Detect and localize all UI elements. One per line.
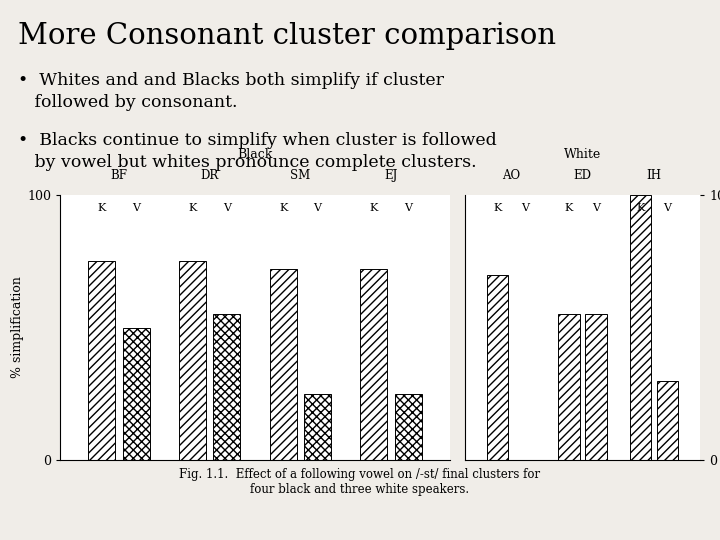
- Text: % simplification: % simplification: [12, 276, 24, 379]
- Text: K: K: [494, 203, 502, 213]
- Text: V: V: [521, 203, 528, 213]
- Text: •  Whites and and Blacks both simplify if cluster
   followed by consonant.: • Whites and and Blacks both simplify if…: [18, 72, 444, 111]
- Text: K: K: [564, 203, 573, 213]
- Text: K: K: [279, 203, 287, 213]
- Text: IH: IH: [647, 168, 661, 182]
- Bar: [558, 314, 580, 460]
- Text: V: V: [314, 203, 322, 213]
- Text: BF: BF: [110, 168, 127, 182]
- Bar: [487, 274, 508, 460]
- Text: V: V: [592, 203, 600, 213]
- Text: Black: Black: [238, 147, 273, 160]
- Bar: [585, 314, 607, 460]
- Bar: [304, 394, 331, 460]
- Text: V: V: [404, 203, 413, 213]
- Text: K: K: [97, 203, 106, 213]
- Text: ED: ED: [574, 168, 592, 182]
- Bar: [88, 261, 115, 460]
- Bar: [269, 269, 297, 460]
- Text: V: V: [663, 203, 671, 213]
- Text: K: K: [369, 203, 378, 213]
- Text: V: V: [132, 203, 140, 213]
- Text: •  Blacks continue to simplify when cluster is followed
   by vowel but whites p: • Blacks continue to simplify when clust…: [18, 132, 497, 171]
- Bar: [629, 195, 651, 460]
- Bar: [395, 394, 422, 460]
- Text: EJ: EJ: [384, 168, 397, 182]
- Bar: [657, 381, 678, 460]
- Text: K: K: [188, 203, 197, 213]
- Bar: [122, 327, 150, 460]
- Bar: [360, 269, 387, 460]
- Text: SM: SM: [290, 168, 310, 182]
- Bar: [179, 261, 206, 460]
- Text: V: V: [223, 203, 231, 213]
- Bar: [213, 314, 240, 460]
- Text: AO: AO: [503, 168, 521, 182]
- Text: DR: DR: [201, 168, 219, 182]
- Text: White: White: [564, 147, 601, 160]
- Text: K: K: [636, 203, 644, 213]
- Text: Fig. 1.1.  Effect of a following vowel on /-st/ final clusters for
four black an: Fig. 1.1. Effect of a following vowel on…: [179, 468, 541, 496]
- Text: More Consonant cluster comparison: More Consonant cluster comparison: [18, 22, 556, 50]
